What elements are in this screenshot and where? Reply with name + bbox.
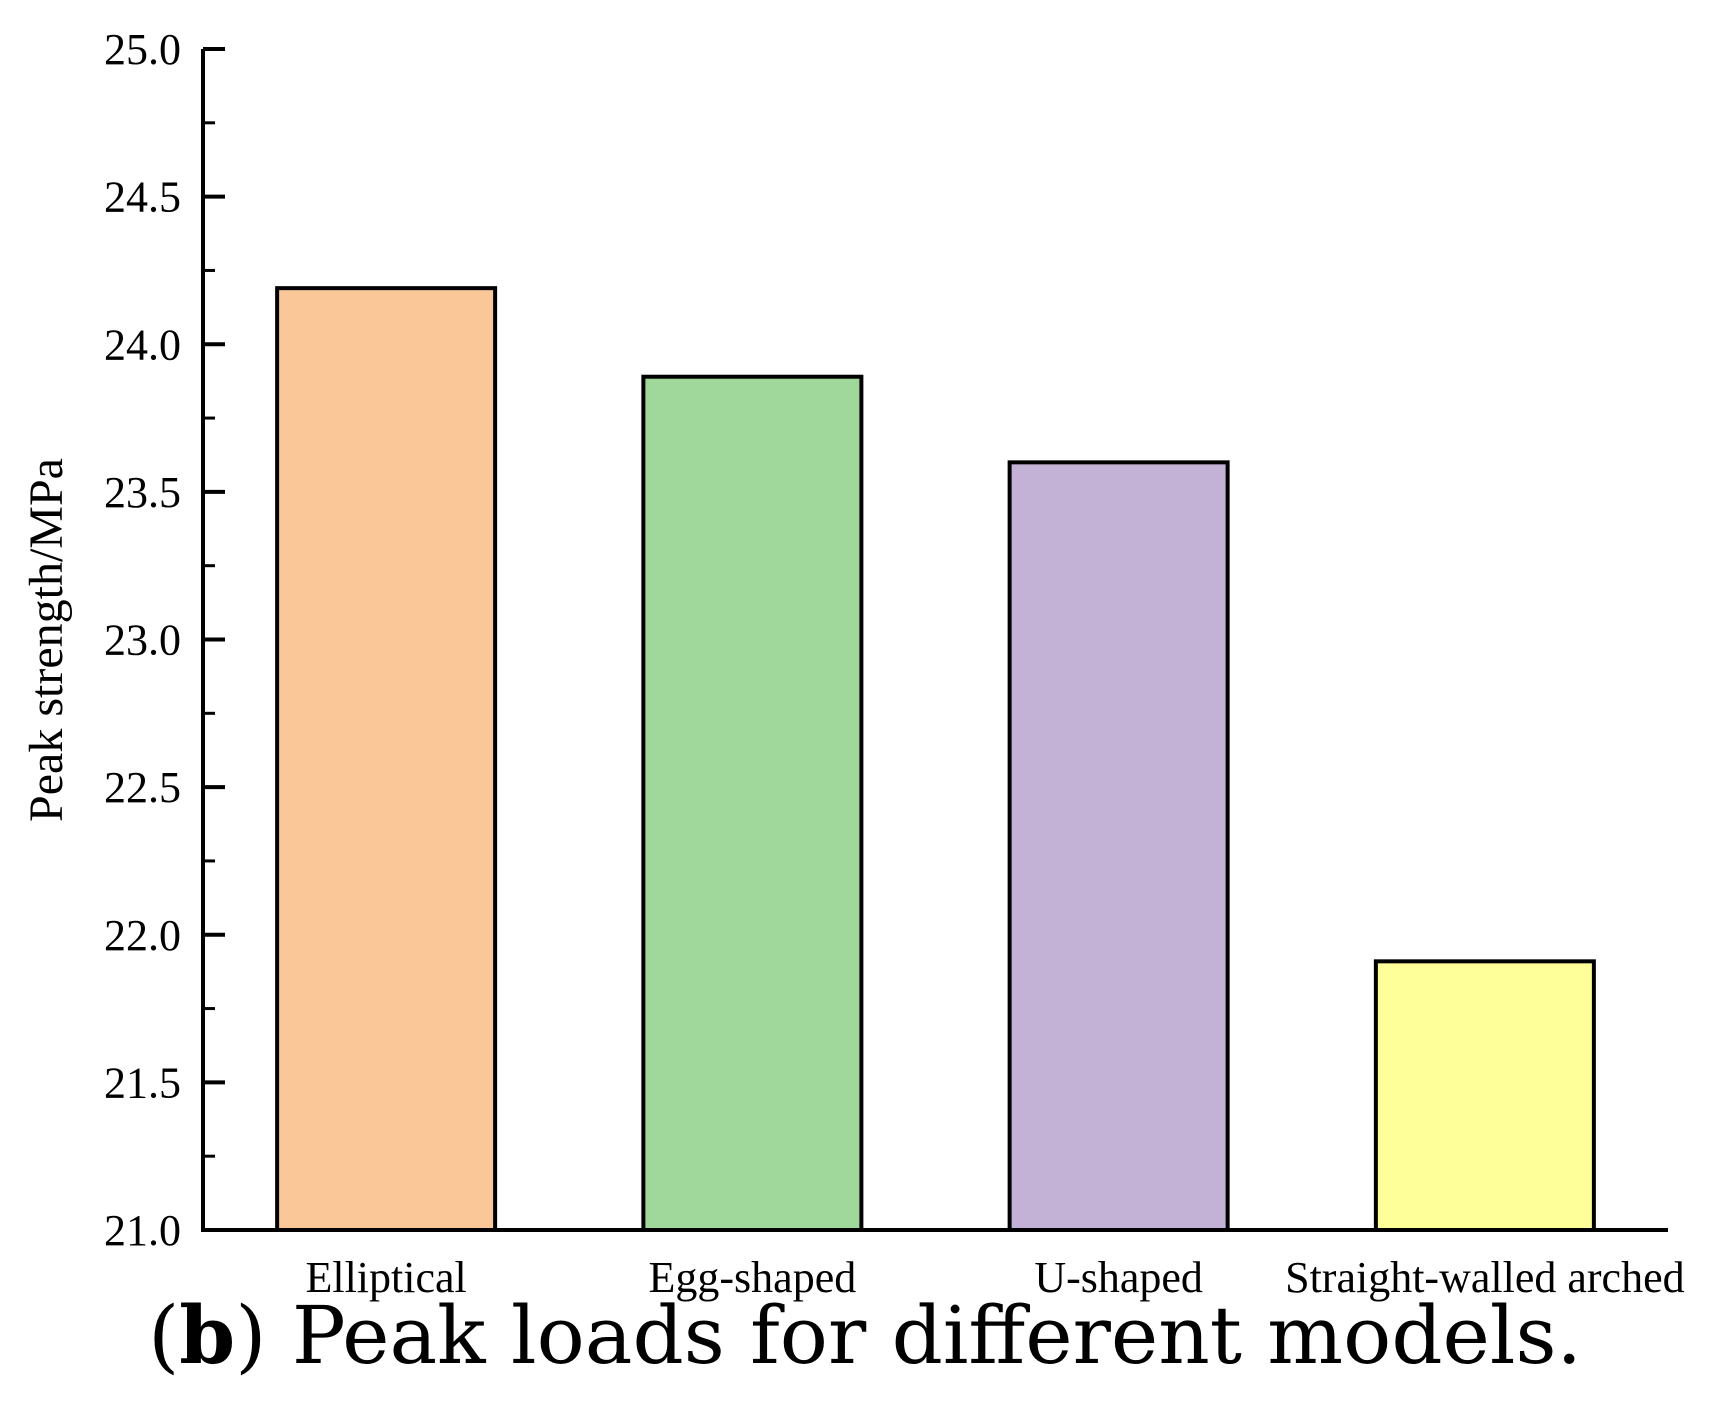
bar-elliptical (275, 286, 498, 1232)
y-tick-label: 21.0 (104, 1206, 181, 1255)
y-tick-label: 23.0 (104, 616, 181, 665)
x-category-label: Elliptical (305, 1253, 466, 1302)
y-tick-label: 24.0 (104, 320, 181, 369)
bar-straight-walled-arched (1373, 959, 1596, 1232)
x-category-label: Straight-walled arched (1285, 1253, 1685, 1302)
y-tick-label: 22.0 (104, 911, 181, 960)
y-tick-label: 25.0 (104, 25, 181, 74)
caption-letter: b (179, 1288, 236, 1382)
x-category-label: U-shaped (1034, 1253, 1203, 1302)
y-tick-label: 21.5 (104, 1058, 181, 1107)
bars-layer (275, 286, 1596, 1233)
caption-open-paren: ( (148, 1289, 180, 1382)
y-tick-label: 23.5 (104, 468, 181, 517)
y-tick-label: 22.5 (104, 763, 181, 812)
y-tick-label: 24.5 (104, 173, 181, 222)
figure-caption: (b) Peak loads for different models. (0, 1295, 1730, 1376)
category-labels: Elliptical Egg-shaped U-shaped Straight-wal… (305, 1253, 1684, 1302)
caption-text: ) Peak loads for different models. (235, 1289, 1582, 1382)
bar-u-shaped (1007, 460, 1230, 1233)
ticks-layer: 21.0 21.5 22.0 22.5 23.0 23.5 24.0 24.5 25.0 (104, 25, 225, 1255)
bar-egg-shaped (641, 374, 864, 1233)
y-axis-title: Peak strength/MPa (20, 458, 73, 822)
x-category-label: Egg-shaped (649, 1253, 857, 1302)
